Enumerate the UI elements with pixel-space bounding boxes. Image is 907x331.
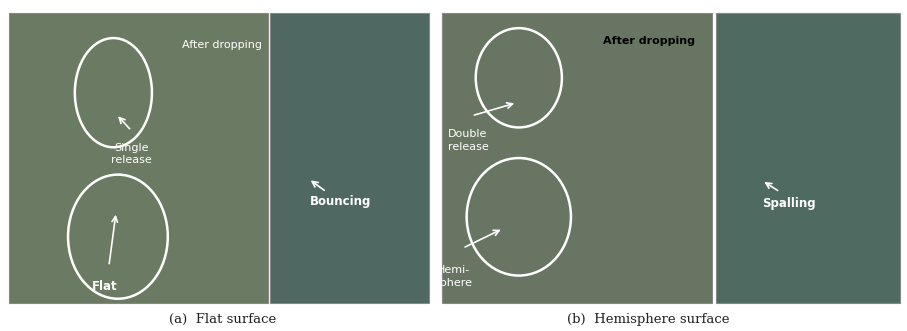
Bar xyxy=(442,13,712,303)
Text: Hemi-
sphere: Hemi- sphere xyxy=(434,265,473,288)
Text: Flat: Flat xyxy=(92,280,117,293)
Text: (a)  Flat surface: (a) Flat surface xyxy=(169,313,276,326)
Text: After dropping: After dropping xyxy=(602,36,695,46)
Text: After dropping: After dropping xyxy=(182,40,262,50)
Bar xyxy=(270,13,429,303)
Text: Double
release: Double release xyxy=(448,129,488,152)
Text: Single
release: Single release xyxy=(112,143,151,165)
Text: Spalling: Spalling xyxy=(762,197,816,210)
Bar xyxy=(9,13,268,303)
Text: Bouncing: Bouncing xyxy=(309,195,371,209)
Bar xyxy=(716,13,900,303)
Text: (b)  Hemisphere surface: (b) Hemisphere surface xyxy=(567,313,730,326)
